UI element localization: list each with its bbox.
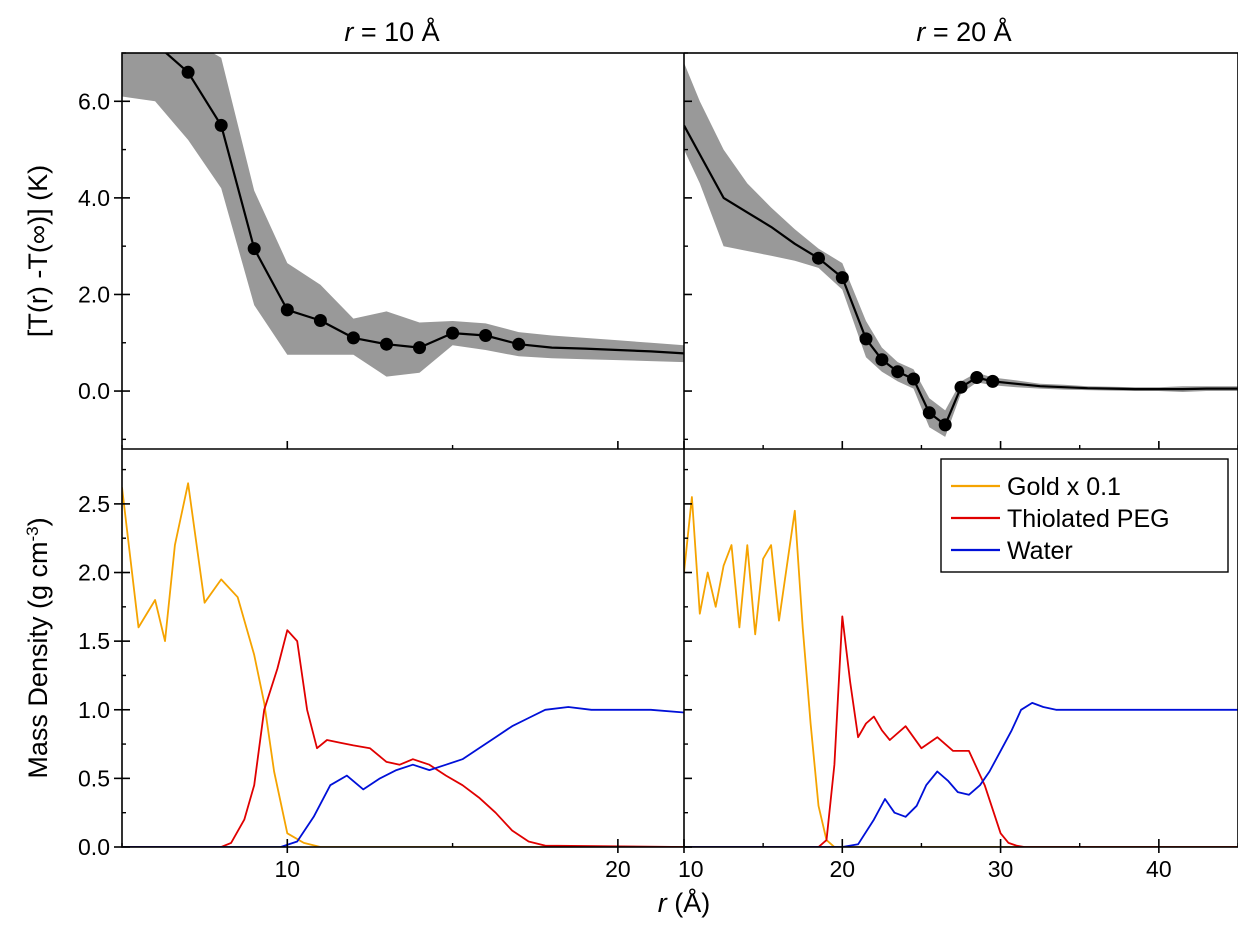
series-line-thiolated-peg xyxy=(684,615,1238,847)
data-point xyxy=(247,242,261,256)
data-point xyxy=(280,303,294,317)
data-point xyxy=(346,331,360,345)
legend-label-gold: Gold x 0.1 xyxy=(1007,473,1121,501)
y-tick-label: 2.0 xyxy=(78,281,110,307)
x-tick-label: 40 xyxy=(1146,856,1172,882)
data-point xyxy=(859,332,873,346)
data-point xyxy=(479,329,493,342)
series-line-gold-x-0-1 xyxy=(122,482,684,847)
series-line-water xyxy=(684,702,1238,847)
series-line-water xyxy=(122,706,684,847)
title-left: r = 10 Å xyxy=(344,16,439,47)
y-tick-label: 1.0 xyxy=(78,697,110,723)
line-layer xyxy=(164,53,684,355)
series-line-gold-x-0-1 xyxy=(684,496,1238,847)
panel-bottom-left xyxy=(122,482,684,847)
tick-layer xyxy=(114,52,1238,853)
data-point xyxy=(875,353,889,367)
legend: Gold x 0.1 Thiolated PEG Water xyxy=(940,458,1229,573)
title-right: r = 20 Å xyxy=(916,16,1011,47)
plot-frame xyxy=(121,52,1238,848)
y-tick-label: 0.0 xyxy=(78,378,110,404)
x-axis-label: r (Å) xyxy=(658,887,711,918)
data-point xyxy=(970,371,984,384)
data-point xyxy=(181,65,195,79)
data-point xyxy=(413,341,426,355)
data-point xyxy=(922,406,936,420)
data-point xyxy=(812,251,825,265)
data-point xyxy=(938,418,952,432)
legend-label-peg: Thiolated PEG xyxy=(1007,505,1170,533)
data-point xyxy=(835,271,849,285)
panel-bottom-right xyxy=(684,496,1238,847)
data-point xyxy=(214,118,228,132)
y-axis-label-bottom: Mass Density (g cm-3) xyxy=(23,517,54,778)
y-tick-label: 0.0 xyxy=(78,834,110,860)
y-axis-label-top: [T(r) -T(∞)] (K) xyxy=(23,165,53,337)
x-tick-label: 10 xyxy=(274,856,300,882)
error-band xyxy=(684,62,1238,437)
series-line-thiolated-peg xyxy=(122,629,684,847)
legend-label-water: Water xyxy=(1007,537,1073,565)
panel-top-right xyxy=(684,62,1238,437)
data-point xyxy=(891,365,905,379)
x-tick-label: 20 xyxy=(605,856,631,882)
series-line xyxy=(684,124,1238,426)
data-point xyxy=(954,380,968,394)
marker-layer xyxy=(149,37,526,355)
y-tick-label: 6.0 xyxy=(78,88,110,114)
series-line xyxy=(164,53,684,355)
error-band xyxy=(122,53,684,377)
x-tick-label: 10 xyxy=(678,856,704,882)
data-point xyxy=(149,37,162,50)
line-layer xyxy=(684,124,1238,426)
data-point xyxy=(313,314,327,327)
band-layer xyxy=(684,62,1238,437)
line-layer xyxy=(684,496,1238,847)
data-point xyxy=(512,337,526,351)
data-point xyxy=(380,337,393,351)
marker-layer xyxy=(812,251,1000,432)
y-tick-label: 4.0 xyxy=(78,185,110,211)
data-point xyxy=(446,326,460,340)
x-tick-label: 20 xyxy=(829,856,855,882)
line-layer xyxy=(122,482,684,847)
x-tick-label: 30 xyxy=(988,856,1014,882)
legend-box xyxy=(940,458,1229,573)
tick-label-layer: 0.0 2.0 4.0 6.0 0.0 0.5 1.0 1.5 2.0 2.5 10 20 10 20 30… xyxy=(78,88,1172,882)
y-tick-label: 2.5 xyxy=(78,491,110,517)
band-layer xyxy=(122,53,684,377)
panel-top-left xyxy=(122,37,684,377)
data-point xyxy=(986,374,1000,388)
data-point xyxy=(907,372,920,386)
y-tick-label: 1.5 xyxy=(78,628,110,654)
y-tick-label: 0.5 xyxy=(78,765,110,791)
y-tick-label: 2.0 xyxy=(78,560,110,586)
